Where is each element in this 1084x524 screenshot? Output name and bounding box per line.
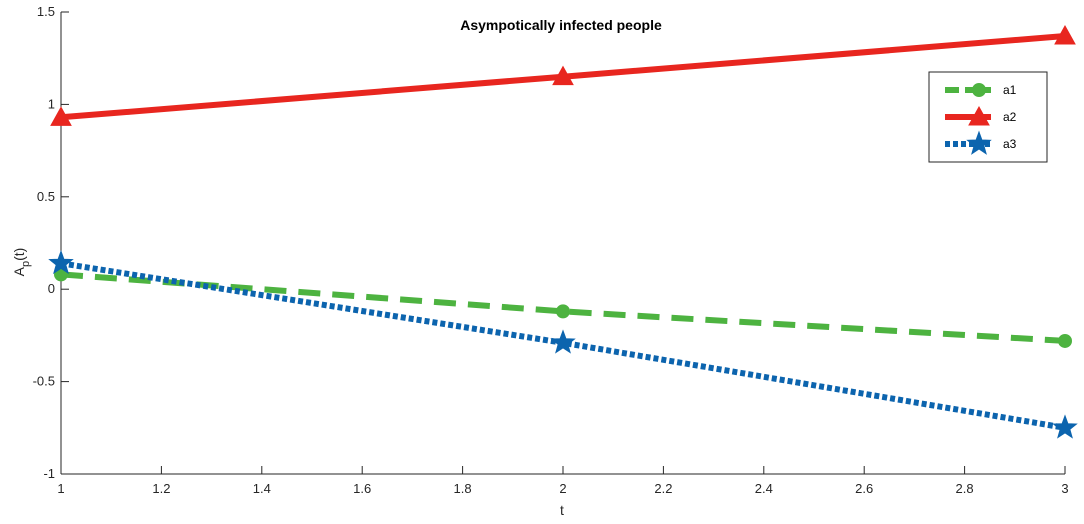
legend-label-a2: a2: [1003, 110, 1017, 124]
y-axis-label-rest: (t): [11, 248, 27, 261]
x-tick-label: 1.6: [353, 481, 371, 496]
x-axis-label: t: [560, 502, 564, 518]
x-tick-label: 1.4: [253, 481, 271, 496]
x-tick-label: 2.4: [755, 481, 773, 496]
y-axis-label-subscript: p: [20, 261, 32, 267]
series-a2: [50, 24, 1076, 126]
legend-marker-a2: [968, 105, 990, 126]
x-tick-label: 3: [1061, 481, 1068, 496]
y-axis-label: Ap(t): [11, 248, 32, 277]
y-tick-label: 1: [48, 96, 55, 111]
x-tick-label: 2.6: [855, 481, 873, 496]
series-a1: [54, 267, 1072, 348]
y-tick-label: 1.5: [37, 4, 55, 19]
data-point-a2: [50, 106, 72, 126]
data-point-a3: [1052, 414, 1078, 439]
x-tick-label: 1.8: [454, 481, 472, 496]
legend-label-a3: a3: [1003, 137, 1017, 151]
x-tick-label: 2: [559, 481, 566, 496]
x-tick-label: 2.8: [956, 481, 974, 496]
y-axis-label-main: A: [11, 266, 27, 276]
y-tick-label: -1: [43, 466, 55, 481]
chart-title: Asympotically infected people: [460, 17, 662, 33]
x-tick-label: 1.2: [152, 481, 170, 496]
legend-label-a1: a1: [1003, 83, 1017, 97]
legend: a1 a2 a3: [928, 71, 1048, 163]
data-point-a1: [556, 304, 570, 319]
y-tick-label: 0.5: [37, 189, 55, 204]
axes: 1 1.2 1.4 1.6 1.8 2 2.2 2.4 2.6 2.8 3 -1 -0.5 0 0.5 1 1.…: [33, 4, 1069, 496]
data-point-a2: [552, 65, 574, 86]
y-tick-label: 0: [48, 281, 55, 296]
x-tick-label: 2.2: [654, 481, 672, 496]
legend-marker-a1: [972, 83, 986, 97]
data-point-a3: [550, 329, 576, 354]
data-point-a1: [1058, 333, 1072, 348]
data-point-a2: [1054, 24, 1076, 45]
legend-marker-a3: [966, 130, 992, 155]
y-tick-label: -0.5: [33, 374, 55, 389]
series-layer: [48, 24, 1078, 439]
series-a3: [48, 249, 1078, 439]
x-tick-label: 1: [57, 481, 64, 496]
data-point-a3: [48, 249, 74, 275]
